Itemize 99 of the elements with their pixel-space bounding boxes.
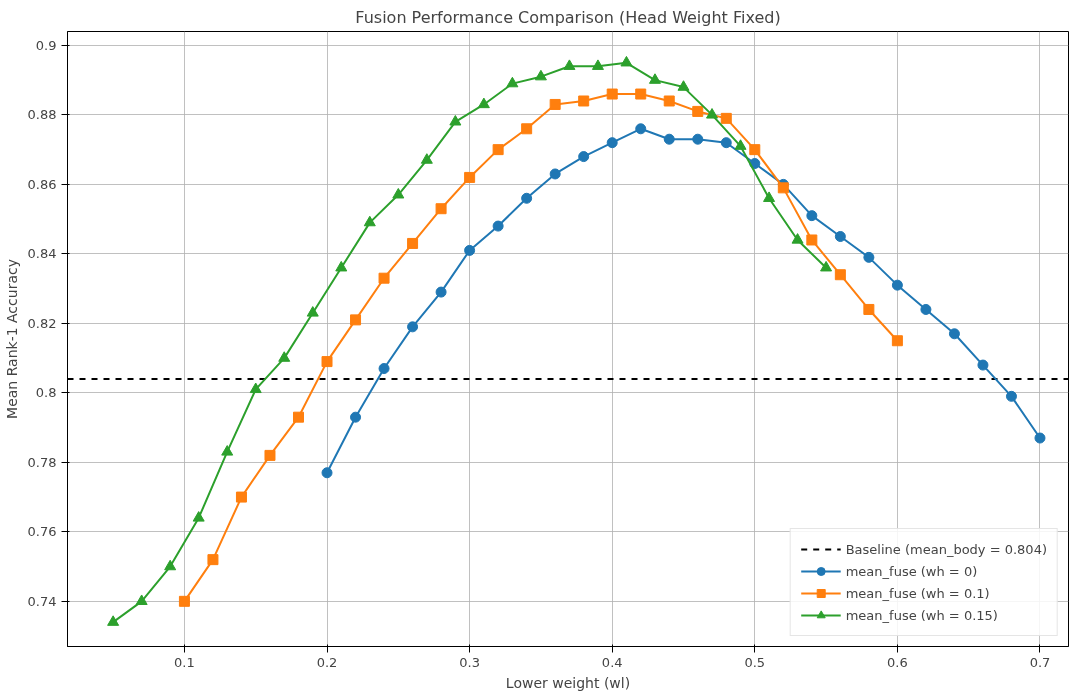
point [392, 187, 405, 199]
y-axis-title: Mean Rank-1 Accuracy [3, 259, 20, 419]
point [378, 363, 390, 375]
point [350, 411, 362, 423]
point [791, 233, 804, 244]
point [464, 244, 476, 256]
point [492, 144, 504, 156]
point [420, 153, 433, 164]
point [363, 215, 376, 227]
legend-label: mean_fuse (wh = 0) [845, 563, 978, 579]
point [293, 411, 304, 423]
point [1034, 432, 1046, 444]
point [249, 382, 262, 394]
x-tick-label: 0.3 [459, 654, 480, 670]
point [534, 69, 547, 81]
legend-label: Baseline (mean_body = 0.804) [845, 541, 1047, 557]
point [107, 615, 120, 626]
y-tick-label: 0.74 [27, 593, 57, 609]
point [606, 137, 618, 149]
x-tick-label: 0.1 [174, 654, 195, 670]
legend-label: mean_fuse (wh = 0.15) [845, 607, 998, 623]
point [863, 251, 875, 263]
point [1005, 390, 1017, 402]
point [578, 95, 590, 107]
legend-label: mean_fuse (wh = 0.1) [845, 585, 990, 601]
point [720, 112, 732, 124]
point [321, 356, 333, 368]
point [891, 279, 903, 291]
x-tick-label: 0.2 [316, 654, 338, 670]
point [563, 59, 576, 70]
point [891, 335, 903, 347]
point [920, 303, 932, 315]
point [663, 95, 675, 107]
point [806, 210, 818, 222]
y-tick-label: 0.78 [27, 454, 57, 470]
point [820, 260, 833, 272]
point [278, 351, 291, 362]
x-tick-label: 0.4 [601, 654, 623, 670]
point [720, 137, 732, 149]
point [692, 133, 704, 145]
point [549, 168, 561, 180]
point [834, 269, 846, 281]
point [834, 231, 846, 242]
point [521, 123, 533, 135]
point [135, 594, 148, 606]
point [178, 595, 190, 607]
point [506, 76, 519, 88]
x-tick-label: 0.5 [744, 654, 766, 670]
point [706, 108, 719, 119]
point [477, 97, 490, 109]
point [464, 171, 476, 183]
y-tick-label: 0.76 [27, 524, 57, 540]
x-tick-label: 0.7 [1029, 654, 1051, 670]
point [407, 237, 419, 249]
point [335, 260, 348, 272]
x-tick-label: 0.6 [887, 654, 908, 670]
point [306, 306, 319, 317]
point [734, 139, 747, 150]
point [806, 234, 818, 246]
chart-title: Fusion Performance Comparison (Head Weight Fixed) [355, 7, 781, 27]
y-tick-label: 0.8 [35, 385, 57, 401]
y-tick-label: 0.86 [27, 176, 57, 192]
point [435, 203, 447, 215]
point [207, 554, 219, 566]
point [407, 321, 419, 333]
y-tick-label: 0.9 [35, 37, 57, 53]
point [635, 88, 647, 100]
point [635, 123, 647, 135]
point [435, 286, 447, 298]
point [549, 98, 561, 110]
point [521, 192, 533, 204]
point [350, 314, 362, 326]
y-tick-label: 0.88 [27, 107, 57, 123]
point [692, 105, 704, 117]
point [164, 559, 177, 571]
point [677, 80, 690, 91]
point [221, 445, 234, 456]
point [977, 359, 989, 371]
point [663, 133, 675, 145]
y-tick-label: 0.84 [27, 246, 57, 262]
point [264, 449, 276, 461]
point [449, 114, 462, 126]
point [492, 220, 504, 232]
x-axis-title: Lower weight (wl) [505, 674, 631, 691]
y-tick-label: 0.82 [27, 315, 57, 331]
point [777, 182, 789, 194]
point [606, 88, 618, 100]
point [321, 467, 333, 479]
point [648, 73, 661, 84]
point [763, 191, 776, 202]
point [378, 272, 390, 284]
point [948, 328, 960, 340]
point [591, 59, 604, 70]
point [578, 151, 590, 163]
point [192, 511, 205, 522]
point [749, 144, 761, 156]
point [235, 491, 247, 503]
point [620, 55, 633, 67]
point [863, 303, 875, 315]
